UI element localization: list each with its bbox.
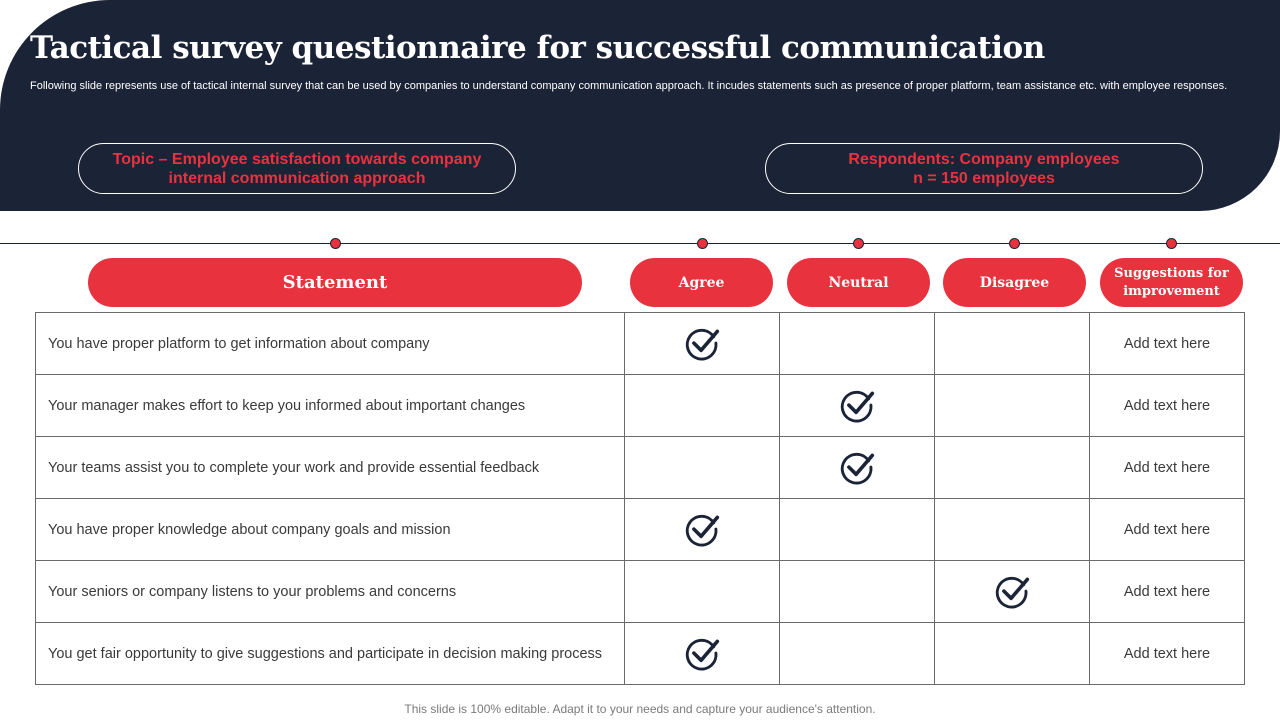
suggestion-cell: Add text here: [1089, 312, 1245, 375]
timeline-line: [0, 243, 1280, 244]
disagree-cell: [934, 374, 1090, 437]
agree-cell: [624, 374, 780, 437]
check-circle-icon: [685, 328, 720, 360]
suggestion-cell: Add text here: [1089, 436, 1245, 499]
neutral-cell: [779, 560, 935, 623]
neutral-cell: [779, 374, 935, 437]
table-row: Your seniors or company listens to your …: [35, 560, 1245, 623]
neutral-cell: [779, 436, 935, 499]
table-row: You get fair opportunity to give suggest…: [35, 622, 1245, 685]
check-circle-icon: [840, 452, 875, 484]
statement-cell: Your seniors or company listens to your …: [35, 560, 625, 623]
topic-line-2: internal communication approach: [168, 169, 426, 187]
disagree-cell: [934, 622, 1090, 685]
agree-cell: [624, 498, 780, 561]
header-band: [0, 0, 1280, 211]
header-neutral: Neutral: [787, 258, 930, 307]
check-circle-icon: [685, 638, 720, 670]
table-row: Your manager makes effort to keep you in…: [35, 374, 1245, 437]
agree-cell: [624, 560, 780, 623]
statement-cell: You have proper knowledge about company …: [35, 498, 625, 561]
footer-note: This slide is 100% editable. Adapt it to…: [404, 702, 876, 716]
table-row: Your teams assist you to complete your w…: [35, 436, 1245, 499]
statement-cell: Your manager makes effort to keep you in…: [35, 374, 625, 437]
timeline-dot-disagree: [1009, 238, 1020, 249]
survey-table: You have proper platform to get informat…: [35, 312, 1245, 685]
header-statement: Statement: [88, 258, 582, 307]
disagree-cell: [934, 436, 1090, 499]
slide-subtitle: Following slide represents use of tactic…: [30, 80, 1228, 92]
suggestion-cell: Add text here: [1089, 498, 1245, 561]
neutral-cell: [779, 622, 935, 685]
table-row: You have proper platform to get informat…: [35, 312, 1245, 375]
header-agree: Agree: [630, 258, 773, 307]
timeline-dot-agree: [697, 238, 708, 249]
suggestion-cell: Add text here: [1089, 622, 1245, 685]
disagree-cell: [934, 312, 1090, 375]
timeline-dot-suggestions: [1166, 238, 1177, 249]
respondents-pill: Respondents: Company employees n = 150 e…: [765, 143, 1203, 194]
suggestion-cell: Add text here: [1089, 560, 1245, 623]
statement-cell: You get fair opportunity to give suggest…: [35, 622, 625, 685]
survey-table-body: You have proper platform to get informat…: [35, 312, 1245, 685]
statement-cell: Your teams assist you to complete your w…: [35, 436, 625, 499]
timeline-dot-statement: [330, 238, 341, 249]
slide-title: Tactical survey questionnaire for succes…: [30, 30, 1045, 66]
header-suggestions: Suggestions for improvement: [1100, 258, 1243, 307]
respondents-line-1: Respondents: Company employees: [848, 150, 1120, 168]
topic-line-1: Topic – Employee satisfaction towards co…: [112, 150, 482, 168]
statement-cell: You have proper platform to get informat…: [35, 312, 625, 375]
agree-cell: [624, 622, 780, 685]
disagree-cell: [934, 560, 1090, 623]
table-row: You have proper knowledge about company …: [35, 498, 1245, 561]
suggestion-cell: Add text here: [1089, 374, 1245, 437]
respondents-line-2: n = 150 employees: [913, 169, 1055, 187]
neutral-cell: [779, 498, 935, 561]
timeline-dot-neutral: [853, 238, 864, 249]
header-disagree: Disagree: [943, 258, 1086, 307]
check-circle-icon: [685, 514, 720, 546]
agree-cell: [624, 436, 780, 499]
agree-cell: [624, 312, 780, 375]
check-circle-icon: [995, 576, 1030, 608]
check-circle-icon: [840, 390, 875, 422]
neutral-cell: [779, 312, 935, 375]
disagree-cell: [934, 498, 1090, 561]
topic-pill: Topic – Employee satisfaction towards co…: [78, 143, 516, 194]
